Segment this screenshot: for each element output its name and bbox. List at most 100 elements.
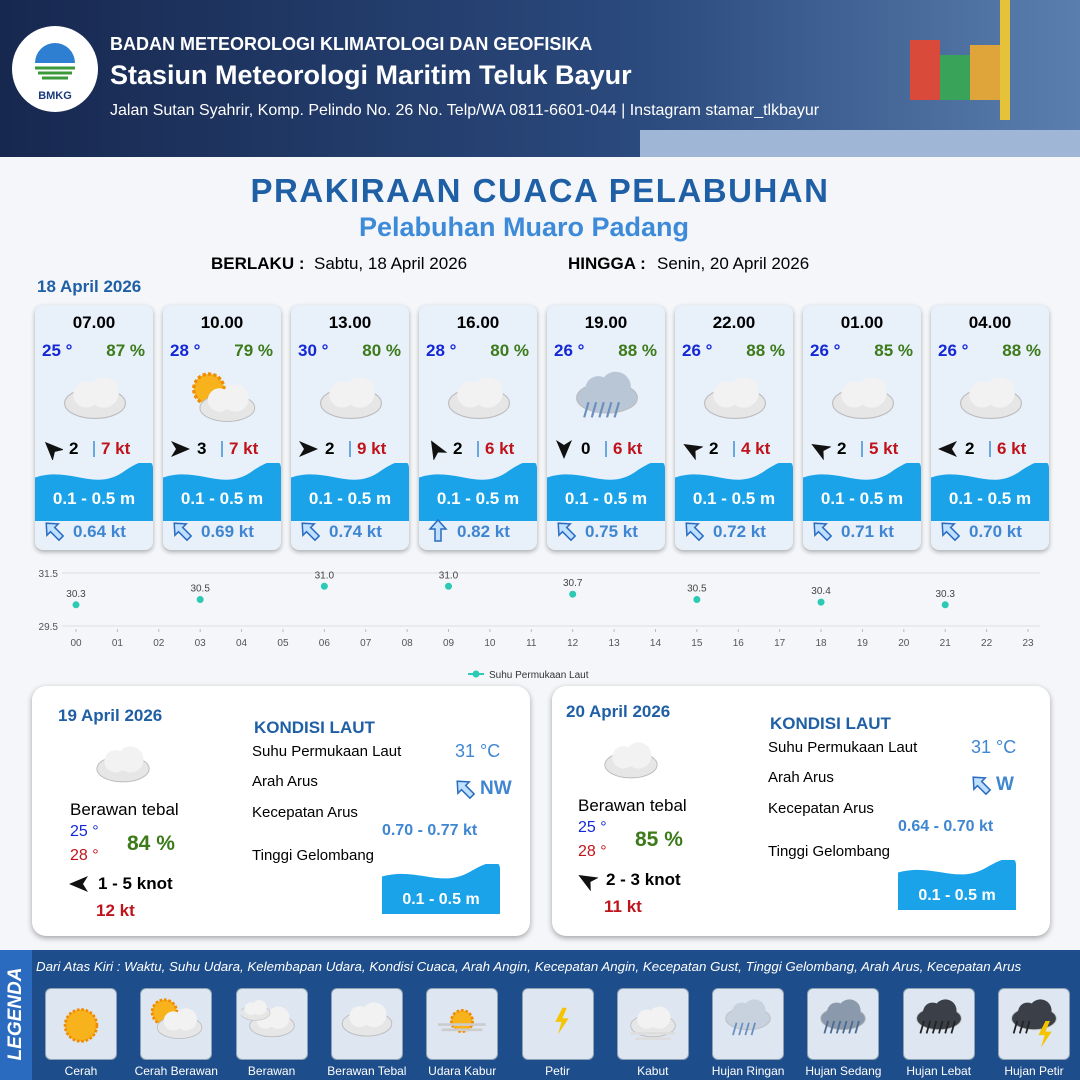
icon-part	[732, 1022, 738, 1036]
icon-part	[419, 461, 537, 521]
current-arrow	[425, 518, 451, 549]
title: PRAKIRAAN CUACA PELABUHAN	[250, 172, 830, 209]
subtitle: Pelabuhan Muaro Padang	[358, 212, 690, 242]
icon-part	[69, 876, 88, 892]
forecast-card: 04.00 26 ° 88 % 2 6 kt 0.1 - 0.5 m 0.70 kt	[931, 305, 1049, 550]
wave-height: 0.1 - 0.5 m	[692, 489, 776, 508]
sst-label: Suhu Permukaan Laut	[252, 743, 402, 760]
time: 13.00	[328, 313, 372, 332]
icon-part	[898, 858, 1016, 910]
icon-part	[69, 876, 88, 892]
icon-part	[44, 441, 65, 462]
icon-part	[704, 377, 766, 419]
wave-band	[35, 461, 153, 526]
current-speed: 0.71 kt	[841, 522, 894, 541]
weather-icon	[908, 993, 970, 1054]
current-speed: 0.64 - 0.70 kt	[898, 818, 994, 835]
gust: 6 kt	[613, 439, 643, 458]
icon-part	[556, 440, 572, 459]
wind-speed: 2	[325, 439, 335, 458]
icon-part	[725, 999, 771, 1031]
sst-chart: 29.5 31.5 00 01 02 03 04 05 06 07 08 09 10 11 12 13 14 15…	[39, 569, 1040, 681]
legend-item: Hujan Lebat	[906, 1064, 972, 1078]
icon-part	[960, 377, 1022, 419]
speed-label: Kecepatan Arus	[252, 804, 358, 821]
temperature: 28 °	[170, 341, 201, 360]
icon-part	[63, 1008, 99, 1043]
logo-text: BMKG	[38, 90, 72, 102]
icon-part	[685, 522, 705, 542]
icon-part	[64, 377, 126, 419]
container	[970, 45, 1000, 100]
legend-item: Cerah Berawan	[134, 1064, 218, 1078]
icon-part	[625, 742, 652, 769]
icon-part	[428, 518, 448, 542]
icon-part	[630, 1032, 675, 1041]
icon-part	[856, 377, 887, 408]
weather-icon	[185, 367, 261, 438]
legend-item: Petir	[545, 1064, 570, 1078]
wave-band	[163, 461, 281, 526]
legend-item: Hujan Petir	[1004, 1064, 1064, 1078]
point	[72, 601, 80, 609]
wind-speed: 2	[709, 439, 719, 458]
icon-part	[157, 1008, 203, 1039]
address: Jalan Sutan Syahrir, Komp. Pelindo No. 2…	[110, 102, 820, 119]
weather-icon	[441, 367, 517, 438]
temperature: 28 °	[426, 341, 457, 360]
icon-part	[578, 875, 599, 892]
condition: Berawan tebal	[578, 796, 687, 815]
icon-part	[419, 461, 537, 521]
icon-part	[830, 1020, 836, 1034]
icon-part	[938, 441, 957, 457]
point	[569, 590, 577, 598]
legend-item: Hujan Sedang	[805, 1064, 882, 1078]
icon-part	[163, 461, 281, 521]
icon-part	[648, 1006, 671, 1029]
x-tick-label: 23	[1022, 638, 1034, 649]
humidity: 85 %	[635, 828, 683, 851]
sst: 31 °C	[455, 741, 501, 761]
icon-part	[448, 377, 510, 419]
x-tick-label: 02	[153, 638, 165, 649]
icon-part	[925, 1020, 931, 1034]
wind-speed: 2	[69, 439, 79, 458]
icon-part	[266, 1006, 290, 1029]
x-tick-label: 09	[443, 638, 455, 649]
icon-part	[972, 776, 992, 796]
x-tick-label: 03	[195, 638, 207, 649]
humidity: 79 %	[234, 341, 273, 360]
weather-icon	[825, 367, 901, 438]
icon-part	[151, 998, 203, 1039]
value-label: 30.3	[66, 589, 86, 600]
icon-part	[820, 999, 867, 1034]
legend-item: Udara Kabur	[428, 1064, 497, 1078]
weather-icon	[1003, 993, 1065, 1054]
icon-part	[938, 441, 957, 457]
icon-part	[960, 377, 1022, 419]
current-speed: 0.70 kt	[969, 522, 1022, 541]
wave-band	[803, 461, 921, 526]
icon-part	[35, 43, 75, 63]
icon-part	[301, 522, 321, 542]
legend-strip	[0, 950, 32, 1080]
icon-part	[557, 522, 577, 542]
icon-part	[590, 401, 598, 418]
icon-part	[931, 1020, 937, 1034]
weather-icon	[569, 367, 645, 438]
current-speed: 0.70 - 0.77 kt	[382, 822, 478, 839]
weather-icon	[57, 367, 133, 438]
forecast-card: 16.00 28 ° 80 % 2 6 kt 0.1 - 0.5 m 0.82 kt	[419, 305, 537, 550]
icon-part	[35, 461, 153, 521]
icon-part	[431, 440, 448, 461]
value-label: 30.3	[935, 589, 955, 600]
wave-height: 0.1 - 0.5 m	[52, 489, 136, 508]
icon-part	[813, 522, 833, 542]
icon-part	[848, 1020, 854, 1034]
icon-part	[88, 377, 119, 408]
x-tick-label: 08	[402, 638, 414, 649]
icon-part	[554, 1007, 569, 1035]
separator	[221, 441, 223, 457]
